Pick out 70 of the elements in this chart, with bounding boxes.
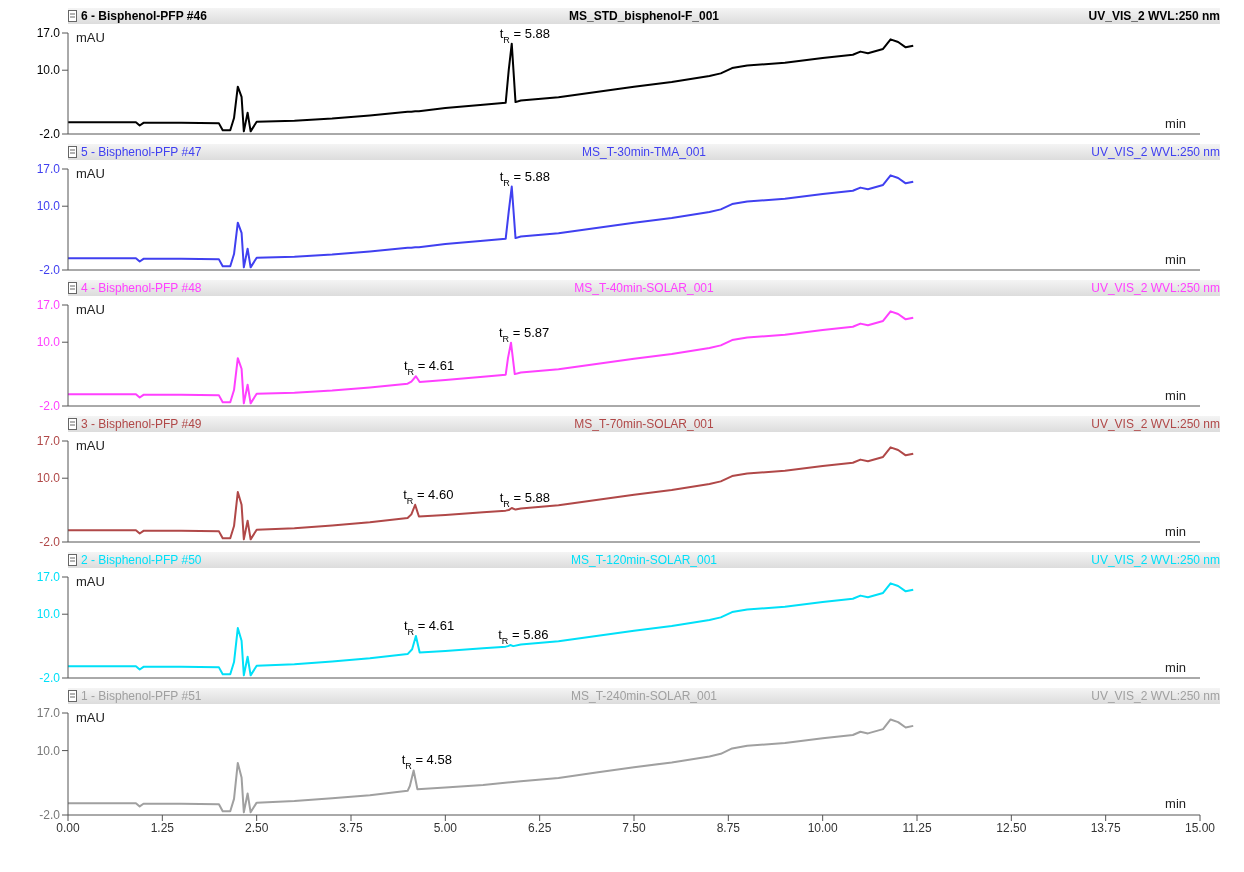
x-tick-label: 13.75 xyxy=(1090,820,1122,835)
y-tick-label: -2.0 xyxy=(39,808,61,823)
y-tick-label: -2.0 xyxy=(39,671,61,686)
chart-title: 1 - Bisphenol-PFP #51 xyxy=(80,689,202,703)
text: UV_VIS_2 WVL:250 nm xyxy=(1088,9,1220,23)
x-axis-title: min xyxy=(1165,660,1186,675)
x-axis-title: min xyxy=(1165,116,1186,131)
y-tick-label: 17.0 xyxy=(36,434,61,449)
chart-subtitle: MS_T-40min-SOLAR_001 xyxy=(574,281,714,295)
chart-title: 4 - Bisphenol-PFP #48 xyxy=(80,281,202,295)
annotation: t$_{R}$ = 4.61 xyxy=(403,358,455,378)
x-tick-label: 0.00 xyxy=(56,820,80,835)
text: UV_VIS_2 WVL:250 nm xyxy=(1091,689,1220,703)
x-tick-label: 1.25 xyxy=(150,820,175,835)
y-axis-title: mAU xyxy=(76,30,105,45)
chart-title: 5 - Bisphenol-PFP #47 xyxy=(80,145,202,159)
x-tick-label: 6.25 xyxy=(527,820,552,835)
x-tick-label: 11.25 xyxy=(902,820,932,835)
chart-title: 2 - Bisphenol-PFP #50 xyxy=(80,553,202,567)
y-axis-title: mAU xyxy=(76,438,105,453)
text: UV_VIS_2 WVL:250 nm xyxy=(1091,145,1220,159)
x-tick-label: 3.75 xyxy=(339,820,363,835)
x-axis-title: min xyxy=(1165,252,1186,267)
y-tick-label: 17.0 xyxy=(36,298,61,313)
y-tick-label: 10.0 xyxy=(36,471,61,486)
x-tick-label: 8.75 xyxy=(716,820,741,835)
annotation: t$_{R}$ = 4.61 xyxy=(403,618,455,638)
y-axis-title: mAU xyxy=(76,710,105,725)
y-tick-label: 10.0 xyxy=(36,743,61,758)
y-tick-label: -2.0 xyxy=(39,535,61,550)
x-tick-label: 7.50 xyxy=(622,820,646,835)
y-axis-title: mAU xyxy=(76,166,105,181)
annotation: t$_{R}$ = 5.88 xyxy=(499,168,551,188)
chart-subtitle: MS_T-120min-SOLAR_001 xyxy=(570,553,718,567)
y-axis-title: mAU xyxy=(76,574,105,589)
y-tick-label: 10.0 xyxy=(36,607,61,622)
y-tick-label: -2.0 xyxy=(39,263,61,278)
chart-subtitle: MS_STD_bisphenol-F_001 xyxy=(568,9,720,23)
y-tick-label: 17.0 xyxy=(36,162,61,177)
y-tick-label: 17.0 xyxy=(36,706,61,721)
x-axis-title: min xyxy=(1165,796,1186,811)
chart-title: 3 - Bisphenol-PFP #49 xyxy=(80,417,202,431)
x-axis-title: min xyxy=(1165,388,1186,403)
x-tick-label: 5.00 xyxy=(433,820,458,835)
x-tick-label: 2.50 xyxy=(244,820,269,835)
text: UV_VIS_2 WVL:250 nm xyxy=(1091,553,1220,567)
chart-subtitle: MS_T-70min-SOLAR_001 xyxy=(574,417,714,431)
y-tick-label: -2.0 xyxy=(39,399,61,414)
y-tick-label: 10.0 xyxy=(36,335,61,350)
y-tick-label: -2.0 xyxy=(39,127,61,142)
annotation: t$_{R}$ = 5.87 xyxy=(498,324,550,344)
chart-subtitle: MS_T-30min-TMA_001 xyxy=(581,145,707,159)
text: UV_VIS_2 WVL:250 nm xyxy=(1091,281,1220,295)
y-tick-label: 10.0 xyxy=(36,199,61,214)
chart-subtitle: MS_T-240min-SOLAR_001 xyxy=(570,689,718,703)
text: UV_VIS_2 WVL:250 nm xyxy=(1091,417,1220,431)
annotation: t$_{R}$ = 5.88 xyxy=(499,26,551,45)
annotation: t$_{R}$ = 5.88 xyxy=(499,489,551,509)
x-tick-label: 12.50 xyxy=(996,820,1027,835)
y-tick-label: 10.0 xyxy=(36,63,61,78)
annotation: t$_{R}$ = 4.60 xyxy=(403,486,454,506)
annotation: t$_{R}$ = 5.86 xyxy=(498,627,549,647)
y-tick-label: 17.0 xyxy=(36,570,61,585)
annotation: t$_{R}$ = 4.58 xyxy=(401,752,452,772)
x-tick-label: 10.00 xyxy=(807,820,839,835)
chart-title: 6 - Bisphenol-PFP #46 xyxy=(80,9,207,23)
x-axis-title: min xyxy=(1165,524,1186,539)
y-axis-title: mAU xyxy=(76,302,105,317)
y-tick-label: 17.0 xyxy=(36,26,61,41)
x-tick-label: 15.00 xyxy=(1184,820,1216,835)
